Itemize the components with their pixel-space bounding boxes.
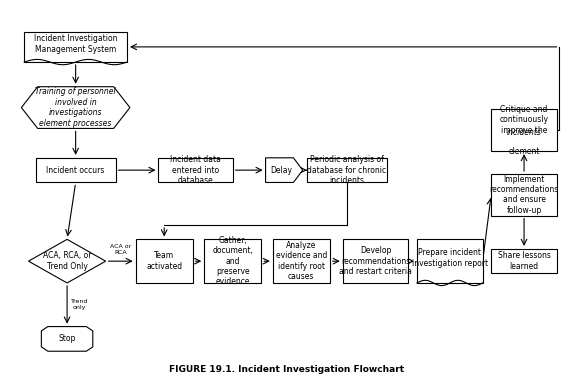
Text: Delay: Delay	[270, 166, 292, 175]
FancyBboxPatch shape	[135, 240, 193, 283]
Text: FIGURE 19.1. Incident Investigation Flowchart: FIGURE 19.1. Incident Investigation Flow…	[169, 365, 405, 374]
FancyBboxPatch shape	[307, 158, 387, 183]
Text: Periodic analysis of
database for chronic
incidents: Periodic analysis of database for chroni…	[308, 155, 386, 185]
Polygon shape	[266, 158, 302, 183]
Text: Incident occurs: Incident occurs	[46, 166, 105, 175]
FancyBboxPatch shape	[491, 174, 557, 216]
FancyBboxPatch shape	[491, 249, 557, 274]
Text: Gather,
document,
and
preserve
evidence: Gather, document, and preserve evidence	[212, 236, 253, 286]
Text: Develop
recommendations
and restart criteria: Develop recommendations and restart crit…	[339, 246, 412, 276]
FancyBboxPatch shape	[343, 240, 408, 283]
FancyBboxPatch shape	[158, 158, 232, 183]
FancyBboxPatch shape	[491, 110, 557, 151]
Text: Prepare incident
investigation report: Prepare incident investigation report	[412, 248, 488, 268]
Polygon shape	[41, 327, 93, 351]
FancyBboxPatch shape	[273, 240, 330, 283]
FancyBboxPatch shape	[24, 32, 127, 62]
Text: Critique and
continuously
improve the

element: Critique and continuously improve the el…	[499, 105, 549, 155]
FancyBboxPatch shape	[204, 240, 261, 283]
Text: Training of personnel
involved in
investigations
element processes: Training of personnel involved in invest…	[36, 87, 116, 128]
Text: Share lessons
learned: Share lessons learned	[498, 251, 550, 271]
Text: Incident Investigation
Management System: Incident Investigation Management System	[34, 34, 118, 53]
Text: Stop: Stop	[59, 334, 76, 343]
FancyBboxPatch shape	[36, 158, 115, 183]
Text: ACA or
RCA: ACA or RCA	[110, 244, 131, 255]
Text: Team
activated: Team activated	[146, 251, 183, 271]
Text: Trend
only: Trend only	[71, 299, 88, 310]
Text: Implement
recommendations
and ensure
follow-up: Implement recommendations and ensure fol…	[490, 175, 559, 215]
Polygon shape	[21, 87, 130, 128]
FancyBboxPatch shape	[417, 240, 483, 283]
Polygon shape	[29, 240, 106, 283]
Text: Incident data
entered into
database: Incident data entered into database	[170, 155, 221, 185]
Text: ACA, RCA, or
Trend Only: ACA, RCA, or Trend Only	[43, 251, 91, 271]
Text: Analyze
evidence and
identify root
causes: Analyze evidence and identify root cause…	[276, 241, 327, 281]
Text: incidents: incidents	[507, 128, 541, 138]
